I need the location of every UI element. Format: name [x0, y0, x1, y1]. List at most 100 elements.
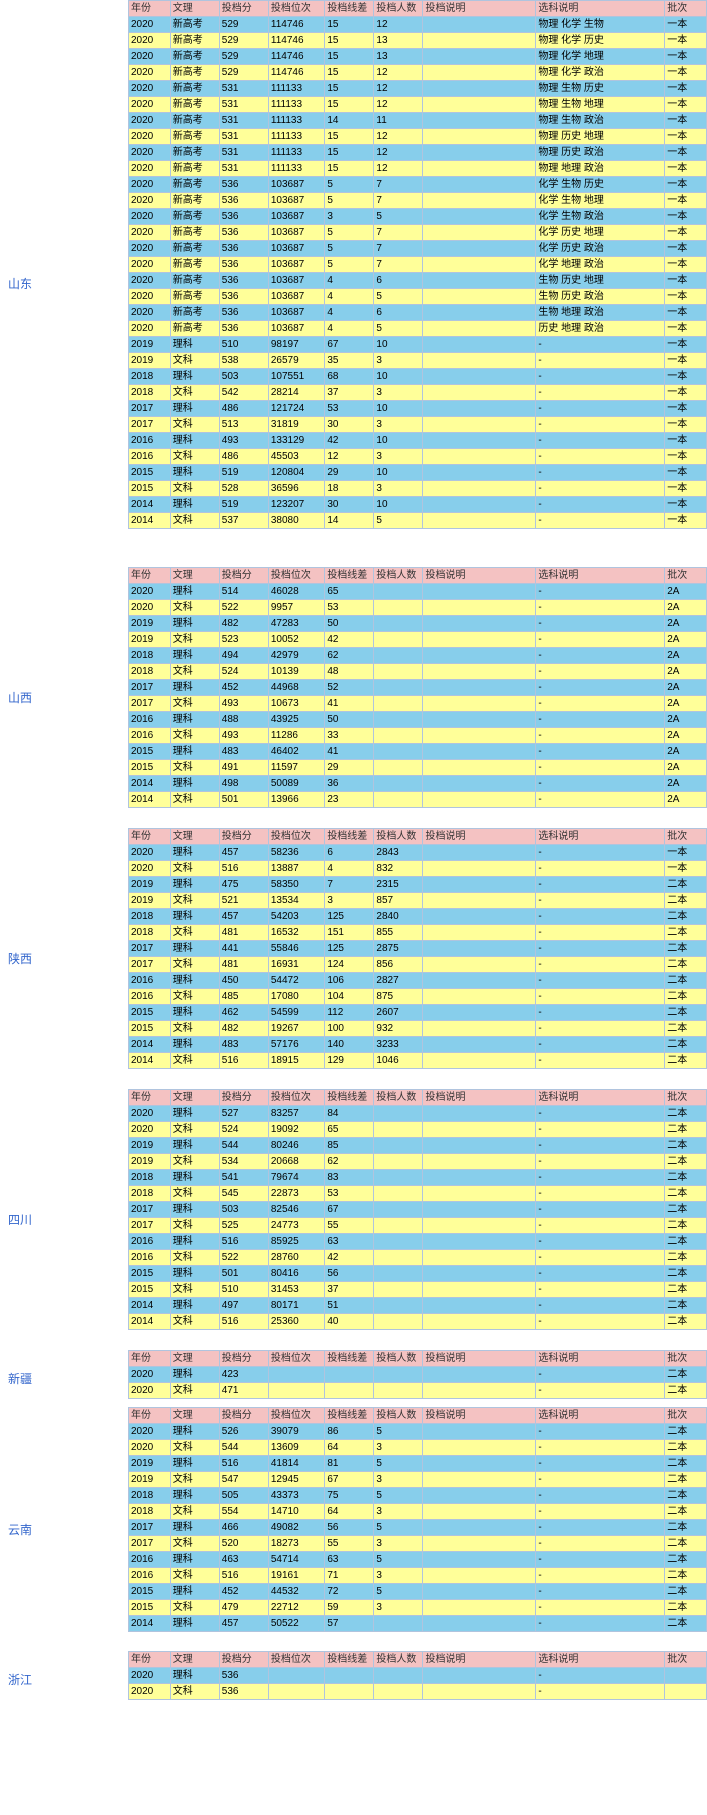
cell: -: [536, 861, 665, 877]
cell: 12945: [268, 1472, 324, 1488]
cell: [374, 760, 423, 776]
col-header: 选科说明: [536, 1351, 665, 1367]
cell: 10: [374, 401, 423, 417]
cell: 文科: [170, 893, 219, 909]
table-row: 2020文科471-二本: [129, 1383, 707, 1399]
cell: 文科: [170, 760, 219, 776]
table-row: 2020新高考53610368745历史 地理 政治一本: [129, 321, 707, 337]
cell: 5: [374, 209, 423, 225]
cell: 516: [219, 1568, 268, 1584]
cell: 67: [325, 1472, 374, 1488]
cell: -: [536, 792, 665, 808]
col-header: 批次: [665, 568, 707, 584]
cell: 46402: [268, 744, 324, 760]
col-header: 批次: [665, 1652, 707, 1668]
cell: 3: [374, 417, 423, 433]
cell: 二本: [665, 1138, 707, 1154]
cell: 理科: [170, 1424, 219, 1440]
cell: 2015: [129, 760, 171, 776]
cell: 2014: [129, 1053, 171, 1069]
cell: 457: [219, 1616, 268, 1632]
table-row: 2014文科53738080145-一本: [129, 513, 707, 529]
cell: -: [536, 616, 665, 632]
cell: 42979: [268, 648, 324, 664]
table-row: 2016文科5222876042-二本: [129, 1250, 707, 1266]
cell: 111133: [268, 129, 324, 145]
cell: 493: [219, 728, 268, 744]
cell: 54203: [268, 909, 324, 925]
cell: [423, 193, 536, 209]
cell: 物理 化学 地理: [536, 49, 665, 65]
cell: 2020: [129, 1367, 171, 1383]
cell: 450: [219, 973, 268, 989]
cell: 452: [219, 1584, 268, 1600]
cell: 4: [325, 289, 374, 305]
cell: 2020: [129, 97, 171, 113]
cell: 52: [325, 680, 374, 696]
table-row: 2018文科54228214373-一本: [129, 385, 707, 401]
cell: [423, 925, 536, 941]
cell: [423, 632, 536, 648]
cell: 一本: [665, 417, 707, 433]
cell: [423, 1298, 536, 1314]
cell: 3: [374, 1600, 423, 1616]
cell: -: [536, 1138, 665, 1154]
col-header: 投档线差: [325, 1, 374, 17]
table-row: 2020新高考53610368757化学 生物 历史一本: [129, 177, 707, 193]
cell: 80246: [268, 1138, 324, 1154]
cell: [374, 712, 423, 728]
table-row: 2018理科5031075516810-一本: [129, 369, 707, 385]
table-row: 2015理科462545991122607-二本: [129, 1005, 707, 1021]
cell: [423, 1314, 536, 1330]
table-row: 2019理科5448024685-二本: [129, 1138, 707, 1154]
cell: 一本: [665, 337, 707, 353]
cell: 2018: [129, 909, 171, 925]
cell: 526: [219, 1424, 268, 1440]
table-row: 2015文科47922712593-二本: [129, 1600, 707, 1616]
cell: 理科: [170, 497, 219, 513]
cell: 832: [374, 861, 423, 877]
cell: 2A: [665, 744, 707, 760]
cell: 一本: [665, 513, 707, 529]
cell: 501: [219, 1266, 268, 1282]
cell: 17080: [268, 989, 324, 1005]
col-header: 投档人数: [374, 1652, 423, 1668]
cell: 15: [325, 81, 374, 97]
cell: [423, 1186, 536, 1202]
cell: 441: [219, 941, 268, 957]
cell: 493: [219, 433, 268, 449]
cell: 理科: [170, 744, 219, 760]
cell: -: [536, 1440, 665, 1456]
col-header: 投档位次: [268, 1090, 324, 1106]
cell: 二本: [665, 925, 707, 941]
col-header: 投档分: [219, 1, 268, 17]
col-header: 文理: [170, 1408, 219, 1424]
cell: 2020: [129, 1106, 171, 1122]
cell: 67: [325, 1202, 374, 1218]
cell: -: [536, 401, 665, 417]
cell: 80416: [268, 1266, 324, 1282]
cell: 2875: [374, 941, 423, 957]
cell: 29: [325, 760, 374, 776]
cell: 56: [325, 1266, 374, 1282]
cell: 5: [374, 513, 423, 529]
cell: 40: [325, 1314, 374, 1330]
cell: [665, 1684, 707, 1700]
cell: 理科: [170, 1202, 219, 1218]
cell: [423, 941, 536, 957]
cell: 文科: [170, 385, 219, 401]
cell: 103687: [268, 321, 324, 337]
cell: 83257: [268, 1106, 324, 1122]
table-row: 2020新高考53610368757化学 历史 政治一本: [129, 241, 707, 257]
cell: 9957: [268, 600, 324, 616]
cell: 一本: [665, 33, 707, 49]
cell: 488: [219, 712, 268, 728]
cell: 531: [219, 145, 268, 161]
table-row: 2020新高考5291147461513物理 化学 历史一本: [129, 33, 707, 49]
cell: 12: [374, 81, 423, 97]
cell: [423, 1668, 536, 1684]
cell: [423, 401, 536, 417]
cell: -: [536, 1456, 665, 1472]
cell: 2016: [129, 1234, 171, 1250]
cell: [423, 845, 536, 861]
